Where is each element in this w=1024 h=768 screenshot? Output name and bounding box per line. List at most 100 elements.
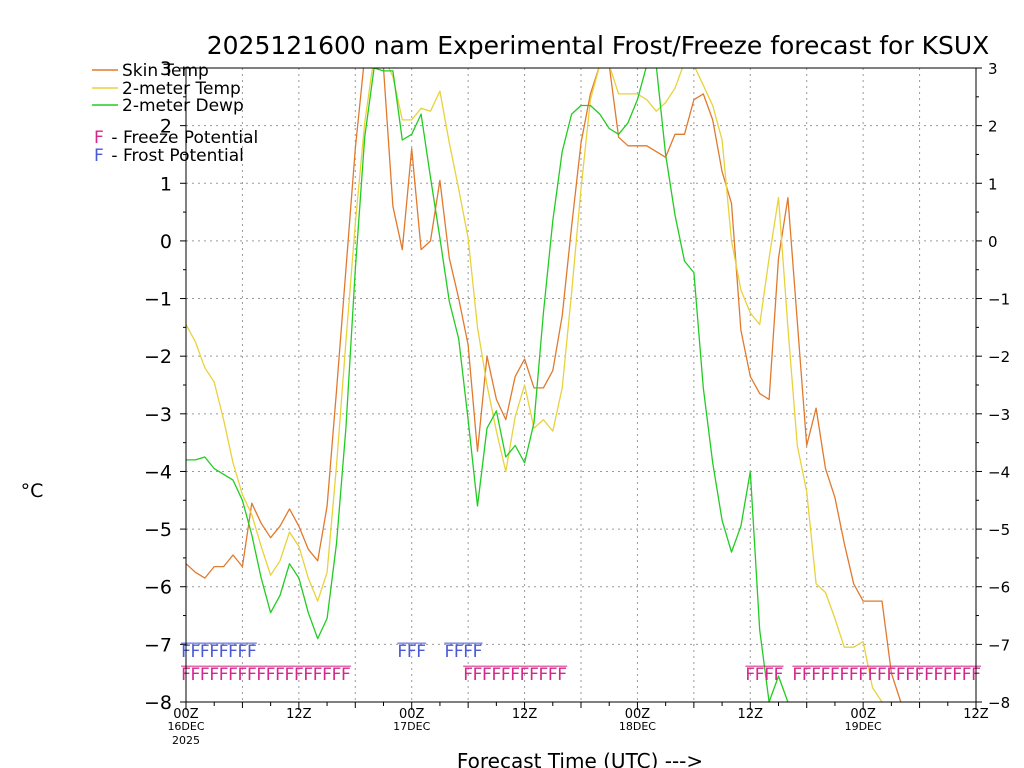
freeze-potential-marker: F bbox=[877, 665, 887, 685]
y-tick-label-right: −5 bbox=[988, 521, 1010, 539]
freeze-potential-marker: F bbox=[482, 665, 492, 685]
x-tick-label: 00Z bbox=[399, 707, 425, 722]
x-tick-date: 17DEC bbox=[393, 720, 430, 733]
y-tick-label-left: 1 bbox=[160, 173, 172, 195]
freeze-potential-marker: F bbox=[341, 665, 351, 685]
y-tick-label-left: −1 bbox=[144, 289, 172, 311]
freeze-potential-marker: F bbox=[520, 665, 530, 685]
freeze-potential-marker: F bbox=[266, 665, 276, 685]
freeze-potential-marker: F bbox=[962, 665, 972, 685]
legend-frost-letter: F bbox=[94, 146, 104, 166]
freeze-potential-marker: F bbox=[811, 665, 821, 685]
freeze-potential-marker: F bbox=[792, 665, 802, 685]
freeze-potential-marker: F bbox=[821, 665, 831, 685]
freeze-potential-marker: F bbox=[332, 665, 342, 685]
series-line-2-meter-dewp bbox=[186, 68, 789, 702]
frost-potential-marker: F bbox=[463, 642, 473, 662]
frost-potential-marker: F bbox=[407, 642, 417, 662]
freeze-potential-marker: F bbox=[557, 665, 567, 685]
y-tick-label-left: −2 bbox=[144, 346, 172, 368]
x-tick-label: 12Z bbox=[512, 707, 538, 722]
freeze-potential-marker: F bbox=[886, 665, 896, 685]
series-line-2-meter-temp bbox=[186, 68, 883, 702]
freeze-potential-marker: F bbox=[285, 665, 295, 685]
freeze-potential-marker: F bbox=[943, 665, 953, 685]
x-tick-date: 16DEC bbox=[167, 720, 204, 733]
freeze-potential-marker: F bbox=[256, 665, 266, 685]
frost-potential-marker: F bbox=[191, 642, 201, 662]
y-tick-label-left: 0 bbox=[160, 231, 172, 253]
y-tick-label-left: −6 bbox=[144, 577, 172, 599]
freeze-potential-marker: F bbox=[896, 665, 906, 685]
frost-potential-marker: F bbox=[397, 642, 407, 662]
frost-potential-marker: F bbox=[209, 642, 219, 662]
freeze-potential-marker: F bbox=[303, 665, 313, 685]
legend-label-temp: 2-meter Temp bbox=[122, 79, 241, 99]
frost-potential-marker: F bbox=[473, 642, 483, 662]
y-axis-left: 3 2 1 0 −1 −2 −3 −4 −5 −6 −7 −8 bbox=[144, 58, 186, 714]
y-tick-label-right: −6 bbox=[988, 579, 1010, 597]
y-tick-label-right: −3 bbox=[988, 406, 1010, 424]
freeze-potential-marker: F bbox=[755, 665, 765, 685]
freeze-potential-marker: F bbox=[191, 665, 201, 685]
frost-potential-marker: F bbox=[454, 642, 464, 662]
freeze-potential-marker: F bbox=[228, 665, 238, 685]
y-tick-label-left: −3 bbox=[144, 404, 172, 426]
y-tick-label-right: 0 bbox=[988, 233, 998, 251]
y-tick-label-right: −7 bbox=[988, 636, 1010, 654]
freeze-potential-marker: F bbox=[200, 665, 210, 685]
y-tick-label-left: −8 bbox=[144, 692, 172, 714]
freeze-potential-marker: F bbox=[924, 665, 934, 685]
freeze-potential-marker: F bbox=[463, 665, 473, 685]
frost-potential-marker: F bbox=[444, 642, 454, 662]
freeze-potential-marker: F bbox=[933, 665, 943, 685]
freeze-potential-marker: F bbox=[538, 665, 548, 685]
freeze-potential-marker: F bbox=[745, 665, 755, 685]
frost-potential-marker: F bbox=[247, 642, 257, 662]
x-tick-label: 12Z bbox=[286, 707, 312, 722]
x-tick-label: 00Z bbox=[173, 707, 199, 722]
frost-potential-marker: F bbox=[228, 642, 238, 662]
freeze-potential-marker: F bbox=[247, 665, 257, 685]
frost-potential-marker: F bbox=[238, 642, 248, 662]
legend-freeze-text: - Freeze Potential bbox=[106, 128, 258, 148]
y-tick-label-left: −4 bbox=[144, 461, 172, 483]
freeze-potential-marker: F bbox=[764, 665, 774, 685]
grid-lines bbox=[185, 67, 976, 703]
y-tick-label-right: −8 bbox=[988, 694, 1010, 712]
freeze-potential-marker: F bbox=[219, 665, 229, 685]
x-tick-date: 19DEC bbox=[845, 720, 882, 733]
freeze-potential-marker: F bbox=[839, 665, 849, 685]
freeze-potential-marker: F bbox=[473, 665, 483, 685]
legend-label-skin: Skin Temp bbox=[122, 61, 209, 81]
freeze-potential-marker: F bbox=[952, 665, 962, 685]
freeze-potential-marker: F bbox=[858, 665, 868, 685]
legend-freeze-letter: F bbox=[94, 128, 104, 148]
freeze-potential-marker: F bbox=[501, 665, 511, 685]
legend-frost-text: - Frost Potential bbox=[106, 146, 244, 166]
freeze-potential-marker: F bbox=[830, 665, 840, 685]
freeze-potential-marker: F bbox=[905, 665, 915, 685]
y-tick-label-right: 2 bbox=[988, 118, 998, 136]
y-tick-label-right: −1 bbox=[988, 291, 1010, 309]
x-tick-label: 00Z bbox=[850, 707, 876, 722]
chart-title: 2025121600 nam Experimental Frost/Freeze… bbox=[207, 31, 990, 60]
y-tick-label-right: −4 bbox=[988, 463, 1010, 481]
freeze-potential-marker: F bbox=[322, 665, 332, 685]
x-tick-year: 2025 bbox=[172, 734, 200, 747]
freeze-potential-marker: F bbox=[802, 665, 812, 685]
freeze-potential-marker: F bbox=[313, 665, 323, 685]
y-tick-label-right: 3 bbox=[988, 60, 998, 78]
freeze-potential-marker: F bbox=[548, 665, 558, 685]
y-tick-label-left: 2 bbox=[160, 116, 172, 138]
y-tick-label-left: −5 bbox=[144, 519, 172, 541]
freeze-potential-marker: F bbox=[849, 665, 859, 685]
y-tick-label-right: −2 bbox=[988, 348, 1010, 366]
freeze-potential-marker: F bbox=[209, 665, 219, 685]
legend-label-dewp: 2-meter Dewp bbox=[122, 96, 244, 116]
x-tick-label: 00Z bbox=[625, 707, 651, 722]
x-tick-label: 12Z bbox=[738, 707, 764, 722]
freeze-potential-marker: F bbox=[275, 665, 285, 685]
